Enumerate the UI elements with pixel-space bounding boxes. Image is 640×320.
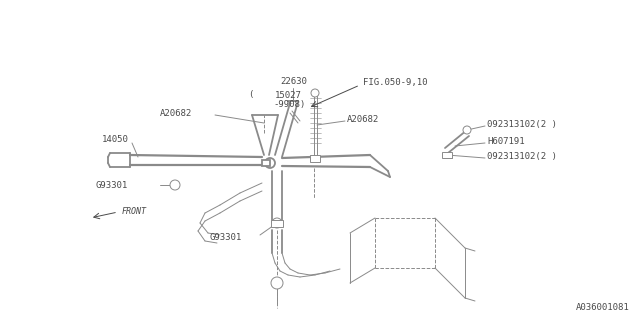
Bar (262, 160, 270, 166)
Bar (271, 220, 283, 227)
Bar (310, 155, 320, 162)
Text: A20682: A20682 (347, 115, 380, 124)
Text: 14050: 14050 (102, 135, 129, 145)
Bar (442, 152, 452, 158)
Text: G93301: G93301 (210, 234, 243, 243)
Circle shape (170, 180, 180, 190)
Text: FRONT: FRONT (122, 207, 147, 217)
Text: G93301: G93301 (95, 180, 127, 189)
Text: FIG.050-9,10: FIG.050-9,10 (363, 78, 428, 87)
Text: 22630: 22630 (280, 76, 307, 85)
Circle shape (265, 158, 275, 168)
Circle shape (311, 89, 319, 97)
Circle shape (271, 277, 283, 289)
Text: (: ( (248, 91, 253, 100)
Text: -9908): -9908) (273, 100, 305, 109)
Text: H607191: H607191 (487, 138, 525, 147)
Text: 092313102(2 ): 092313102(2 ) (487, 121, 557, 130)
Circle shape (463, 126, 471, 134)
Text: 15027: 15027 (275, 91, 302, 100)
Text: A20682: A20682 (160, 108, 192, 117)
Text: 092313102(2 ): 092313102(2 ) (487, 153, 557, 162)
Text: A036001081: A036001081 (576, 303, 630, 313)
Circle shape (272, 218, 282, 228)
